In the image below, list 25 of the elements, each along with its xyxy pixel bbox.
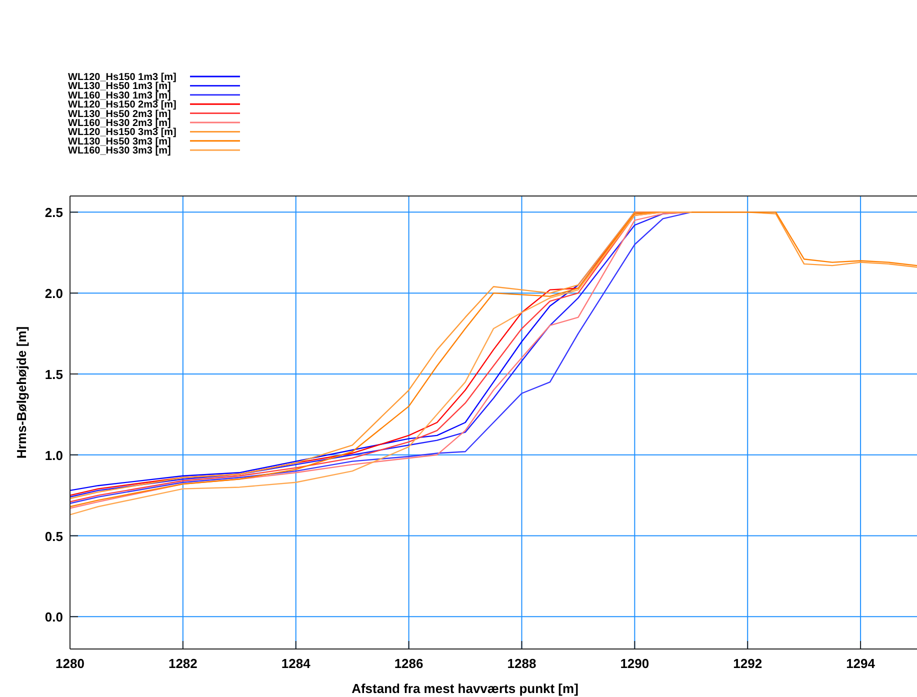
x-tick-label: 1280 bbox=[56, 656, 84, 671]
legend-label: WL160_Hs30 3m3 [m] bbox=[68, 146, 171, 157]
x-tick-label: 1288 bbox=[507, 656, 536, 671]
y-tick-label: 2.0 bbox=[44, 286, 63, 302]
legend-label: WL160_Hs30 1m3 [m] bbox=[68, 90, 171, 102]
y-tick-label: 2.5 bbox=[44, 205, 63, 220]
x-tick-label: 1282 bbox=[168, 656, 198, 671]
legend-label: WL120_Hs150 3m3 [m] bbox=[68, 127, 176, 138]
x-tick-label: 1290 bbox=[620, 656, 650, 671]
x-tick-label: 1284 bbox=[281, 656, 312, 671]
y-tick-label: 1.0 bbox=[44, 448, 63, 463]
y-axis-title: Hrms-Bølgehøjde [m] bbox=[14, 326, 29, 459]
x-tick-label: 1294 bbox=[846, 656, 876, 671]
legend-label: WL160_Hs30 2m3 [m] bbox=[68, 118, 171, 129]
legend-label: WL120_Hs150 2m3 [m] bbox=[68, 100, 176, 111]
legend-label: WL130_Hs50 2m3 [m] bbox=[68, 108, 171, 120]
x-axis-title: Afstand fra mest havværts punkt [m] bbox=[352, 681, 578, 696]
legend-label: WL130_Hs50 3m3 [m] bbox=[68, 136, 171, 148]
y-tick-label: 0.5 bbox=[44, 528, 63, 544]
legend-label: WL120_Hs150 1m3 [m] bbox=[68, 72, 176, 83]
x-tick-label: 1286 bbox=[394, 656, 424, 671]
x-tick-label: 1292 bbox=[733, 656, 762, 671]
legend-label: WL130_Hs50 1m3 [m] bbox=[68, 81, 171, 92]
y-tick-label: 1.5 bbox=[44, 366, 63, 382]
y-tick-label: 0.0 bbox=[44, 610, 63, 625]
